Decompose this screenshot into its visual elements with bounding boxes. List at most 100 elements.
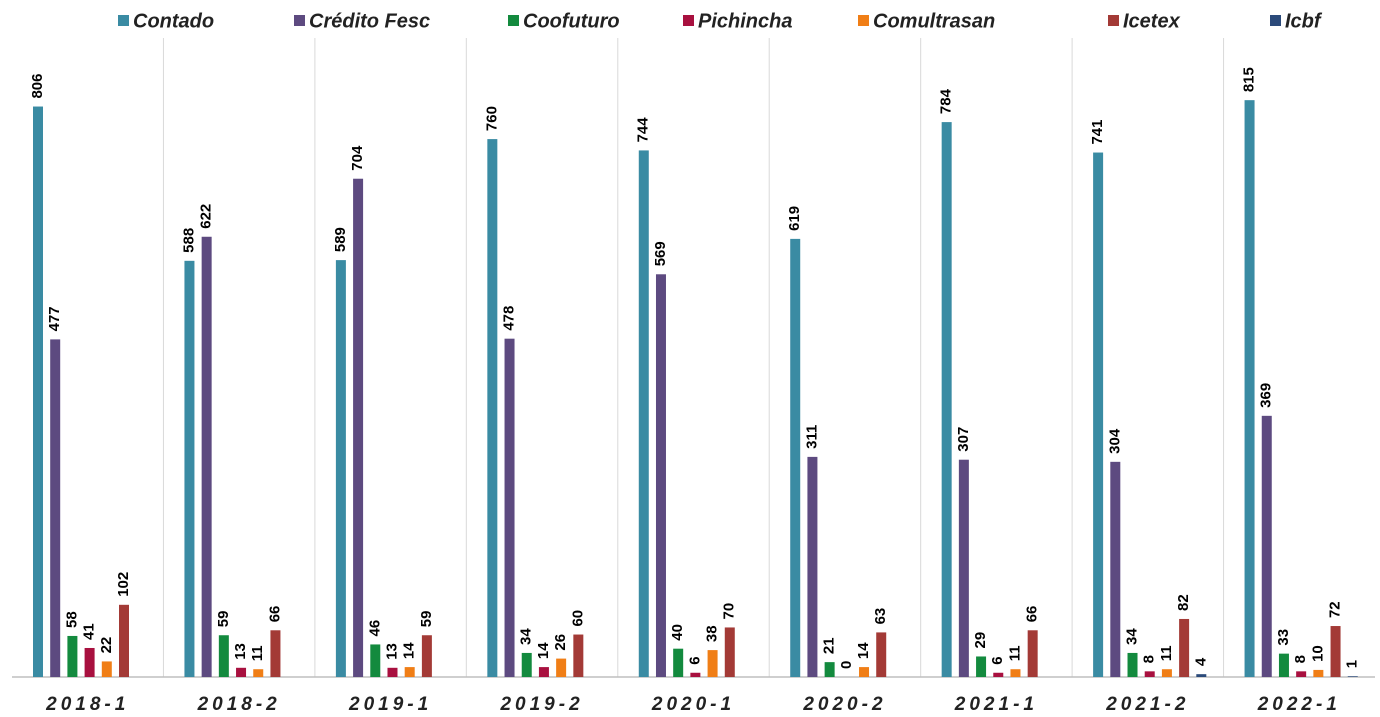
x-tick-label: 2020-2 [802,694,886,715]
data-label: 760 [483,106,500,131]
data-label: 304 [1106,428,1123,454]
bar [538,667,549,677]
bar [958,459,969,677]
data-label: 569 [652,241,669,266]
data-label: 14 [401,642,418,659]
bar [724,627,735,677]
data-label: 10 [1309,645,1326,662]
data-label: 82 [1175,594,1192,611]
bar [1110,461,1121,677]
data-label: 311 [803,425,820,449]
data-label: 14 [855,642,872,659]
data-label: 13 [383,643,400,660]
data-label: 815 [1241,67,1258,92]
data-label: 6 [989,656,1006,664]
bar [236,667,247,677]
data-label: 40 [669,624,686,641]
legend-label: Crédito Fesc [309,10,430,32]
data-label: 63 [872,608,889,625]
data-label: 33 [1275,629,1292,646]
bar [673,648,684,677]
data-label: 14 [535,642,552,659]
bar [50,339,61,677]
bar [387,667,398,677]
data-label: 741 [1089,120,1106,145]
bar [807,456,818,677]
bar [824,662,835,677]
data-label: 66 [266,606,283,623]
legend-swatch [683,15,694,26]
bar [859,667,870,677]
bar [976,656,987,677]
bar [1296,671,1307,677]
bar [253,669,264,677]
bar [655,274,666,677]
data-label: 11 [1006,645,1023,661]
data-label: 0 [838,661,855,669]
bar [184,260,195,677]
bar [201,236,212,678]
legend-label: Icetex [1123,10,1181,32]
bar [993,672,1004,677]
bar [573,634,584,677]
bar [638,150,649,677]
data-label: 1 [1344,660,1361,668]
x-tick-label: 2019-1 [348,694,432,715]
bar [1278,653,1289,677]
bar [270,630,281,677]
bar [504,338,515,677]
data-label: 29 [972,632,989,649]
x-tick-label: 2018-1 [45,694,129,715]
data-label: 478 [501,306,518,331]
data-label: 58 [63,611,80,628]
data-label: 784 [938,88,955,114]
x-tick-label: 2021-2 [1105,694,1189,715]
data-label: 21 [821,637,838,654]
bar [84,647,95,677]
bar [1313,669,1324,677]
legend-swatch [118,15,129,26]
bar [1093,152,1104,677]
x-tick-label: 2022-1 [1257,694,1341,715]
bar [690,672,701,677]
data-label: 8 [1292,655,1309,663]
data-label: 588 [180,228,197,253]
bar [1330,626,1341,677]
data-label: 34 [518,628,535,645]
data-label: 6 [686,656,703,664]
legend-label: Icbf [1285,10,1323,32]
data-label: 619 [786,206,803,231]
data-label: 744 [635,117,652,143]
legend-label: Pichincha [698,10,792,32]
bar [1010,669,1021,677]
x-tick-label: 2018-2 [197,694,281,715]
data-label: 13 [232,643,249,660]
data-label: 704 [349,145,366,171]
bar [1144,671,1155,677]
legend-swatch [1270,15,1281,26]
bar [1347,676,1358,677]
bar [33,106,43,677]
bar [101,661,112,677]
bar [1261,415,1272,677]
legend-swatch [858,15,869,26]
legend-label: Contado [133,10,214,32]
data-label: 22 [98,637,115,654]
bar [1196,674,1207,677]
data-label: 26 [552,634,569,651]
bar [218,635,229,677]
legend-swatch [1108,15,1119,26]
bar [487,139,498,678]
legend-swatch [508,15,519,26]
bar [707,650,718,677]
data-label: 41 [81,623,98,640]
bar [941,122,952,677]
data-label: 34 [1123,628,1140,645]
bar [521,652,532,677]
bar [421,635,432,677]
data-label: 59 [418,611,435,628]
data-label: 369 [1258,383,1275,408]
legend-label: Comultrasan [873,10,995,32]
data-label: 72 [1327,601,1344,618]
